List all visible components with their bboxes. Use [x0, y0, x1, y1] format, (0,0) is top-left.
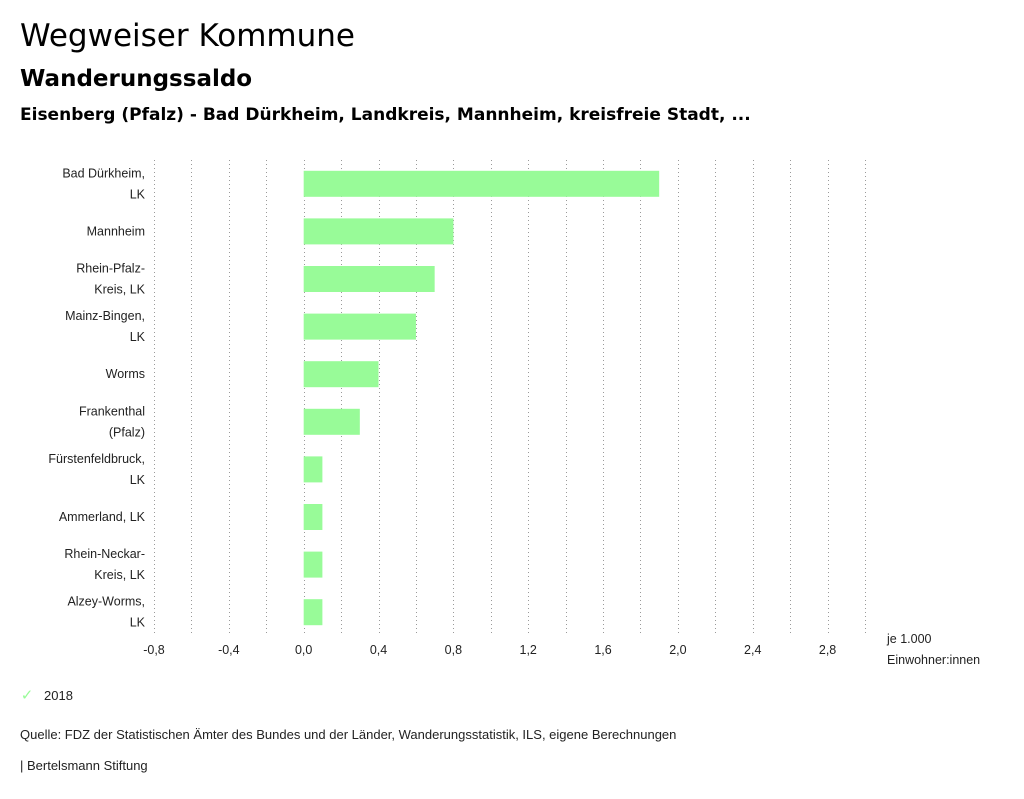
category-label: Rhein-Pfalz- — [76, 262, 145, 276]
bar — [303, 313, 416, 340]
bar — [303, 266, 435, 292]
check-icon: ✓ — [20, 687, 34, 704]
x-tick-label: -0,4 — [218, 643, 240, 657]
category-label: Alzey-Worms, — [67, 595, 145, 609]
x-tick-label: 2,0 — [669, 643, 686, 657]
category-label: Ammerland, LK — [59, 510, 146, 524]
category-label: Kreis, LK — [94, 283, 145, 297]
credit-note: | Bertelsmann Stiftung — [20, 758, 148, 773]
category-label: Bad Dürkheim, — [62, 166, 145, 180]
source-note: Quelle: FDZ der Statistischen Ämter des … — [20, 727, 677, 742]
category-label: Mainz-Bingen, — [65, 309, 145, 323]
x-tick-label: 0,8 — [445, 643, 462, 657]
x-tick-label: 1,2 — [520, 643, 537, 657]
chart-subtitle: Wanderungssaldo — [20, 66, 253, 92]
x-tick-label: 2,4 — [744, 643, 761, 657]
x-tick-label: -0,8 — [143, 643, 165, 657]
category-label: LK — [130, 187, 146, 201]
page-title: Wegweiser Kommune — [20, 18, 355, 54]
category-label: Fürstenfeldbruck, — [48, 452, 145, 466]
unit-label: Einwohner:innen — [887, 653, 980, 667]
category-label: Worms — [106, 367, 145, 381]
category-label: (Pfalz) — [109, 425, 145, 439]
legend-item-2018[interactable]: ✓ 2018 — [20, 686, 73, 704]
bar — [303, 218, 454, 245]
legend-label: 2018 — [44, 687, 73, 703]
bar — [303, 361, 379, 388]
x-tick-label: 2,8 — [819, 643, 836, 657]
unit-label: je 1.000 — [886, 632, 932, 646]
bar — [303, 456, 323, 483]
x-tick-label: 1,6 — [594, 643, 611, 657]
region-label: Eisenberg (Pfalz) - Bad Dürkheim, Landkr… — [20, 105, 751, 125]
bar — [303, 408, 360, 435]
category-label: LK — [130, 616, 146, 630]
bar — [303, 551, 323, 578]
category-label: Frankenthal — [79, 404, 145, 418]
category-label: LK — [130, 473, 146, 487]
bar — [303, 599, 323, 626]
bar — [303, 170, 660, 197]
bar — [303, 504, 323, 530]
category-label: LK — [130, 330, 146, 344]
x-tick-label: 0,0 — [295, 643, 312, 657]
category-label: Mannheim — [87, 224, 145, 238]
category-label: Kreis, LK — [94, 568, 145, 582]
category-label: Rhein-Neckar- — [64, 547, 145, 561]
x-tick-label: 0,4 — [370, 643, 387, 657]
bar-chart: -0,8 -0,4 0,0 0,4 0,8 1,2 1,6 2,0 2,4 2,8 je 1.000… — [48, 160, 980, 667]
